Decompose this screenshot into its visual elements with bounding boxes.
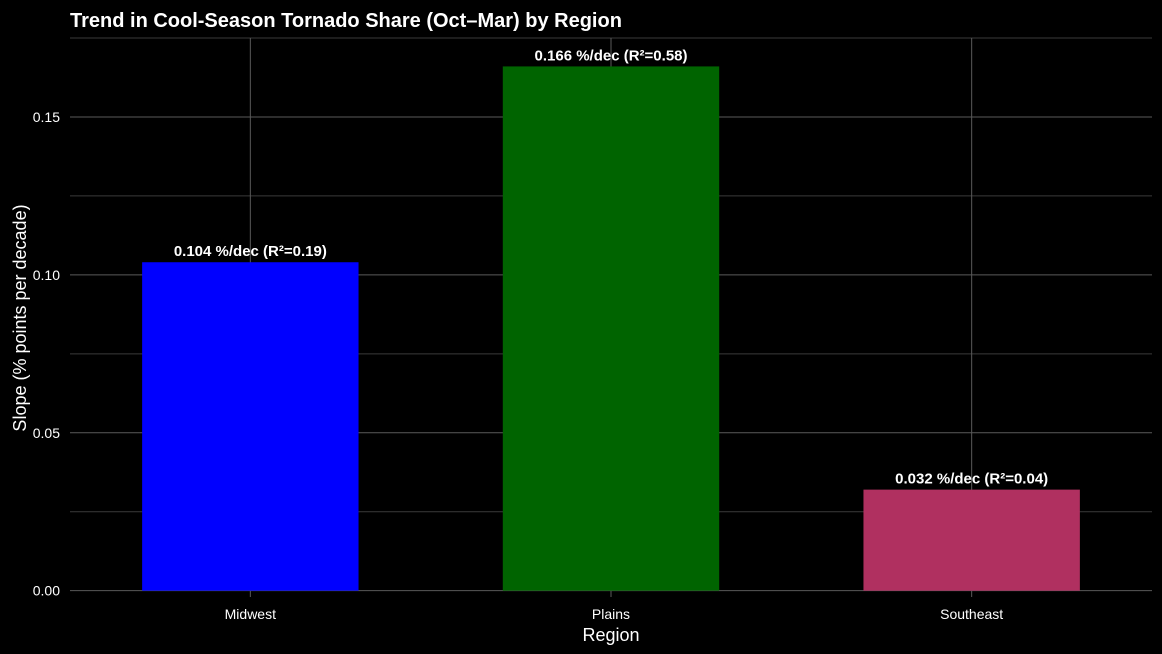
bar-label-southeast: 0.032 %/dec (R²=0.04) — [895, 471, 1048, 488]
bar-label-midwest: 0.104 %/dec (R²=0.19) — [174, 243, 327, 260]
y-axis-label: Slope (% points per decade) — [10, 204, 30, 431]
bar-midwest — [142, 262, 359, 591]
y-tick-label: 0.10 — [33, 267, 60, 283]
bar-labels: 0.104 %/dec (R²=0.19) 0.166 %/dec (R²=0.5… — [174, 47, 1048, 487]
bar-label-plains: 0.166 %/dec (R²=0.58) — [535, 47, 688, 64]
y-tick-label: 0.00 — [33, 583, 60, 599]
y-axis-ticks: 0.00 0.05 0.10 0.15 — [33, 109, 60, 599]
x-tick-label-southeast: Southeast — [940, 606, 1003, 622]
x-axis-ticks: Midwest Plains Southeast — [225, 606, 1004, 622]
x-axis-label: Region — [582, 625, 639, 645]
bar-plains — [502, 66, 720, 591]
bars — [142, 66, 1080, 591]
y-tick-label: 0.15 — [33, 109, 60, 125]
x-tick-label-midwest: Midwest — [225, 606, 276, 622]
y-tick-label: 0.05 — [33, 425, 60, 441]
chart-title: Trend in Cool-Season Tornado Share (Oct–… — [70, 10, 622, 32]
bar-southeast — [863, 489, 1080, 591]
x-tick-label-plains: Plains — [592, 606, 630, 622]
